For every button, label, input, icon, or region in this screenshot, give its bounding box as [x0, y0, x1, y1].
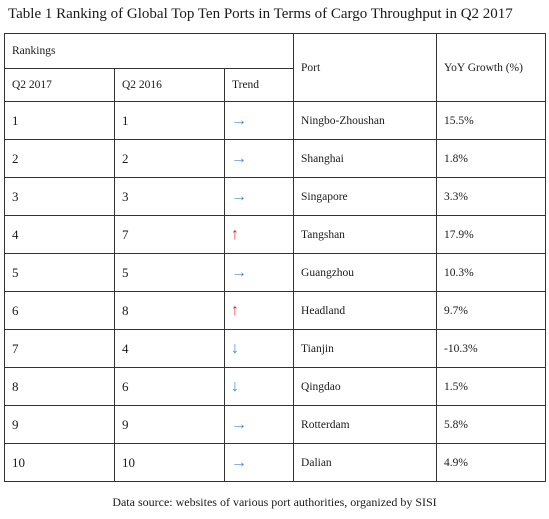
table-row: 4 7 ↑ Tangshan 17.9% [4, 215, 547, 254]
port-ranking-table: Rankings Port YoY Growth (%) Q2 2017 Q2 … [3, 33, 547, 482]
rank-2016-cell: 10 [114, 443, 225, 482]
port-name-cell: Headland [293, 291, 438, 330]
table-row: 7 4 ↓ Tianjin -10.3% [4, 329, 547, 368]
rank-2016-cell: 4 [114, 329, 225, 368]
table-row: 2 2 → Shanghai 1.8% [4, 139, 547, 178]
rank-2016-cell: 6 [114, 367, 225, 406]
trend-arrow-icon: → [223, 443, 295, 482]
rank-2017-cell: 2 [4, 139, 115, 178]
rank-2017-cell: 1 [4, 101, 115, 140]
port-header: Port [293, 33, 438, 102]
q2-2016-header: Q2 2016 [114, 68, 225, 102]
rank-2017-cell: 5 [4, 253, 115, 292]
yoy-growth-cell: 9.7% [436, 291, 547, 330]
rank-2016-cell: 3 [114, 177, 225, 216]
yoy-growth-cell: -10.3% [436, 329, 547, 368]
rank-2016-cell: 9 [114, 405, 225, 444]
yoy-growth-cell: 3.3% [436, 177, 547, 216]
trend-arrow-icon: → [223, 101, 295, 140]
table-title: Table 1 Ranking of Global Top Ten Ports … [8, 6, 513, 22]
trend-arrow-icon: ↓ [223, 367, 295, 406]
rank-2017-cell: 7 [4, 329, 115, 368]
q2-2017-header: Q2 2017 [4, 68, 115, 102]
trend-arrow-icon: → [223, 177, 295, 216]
port-name-cell: Guangzhou [293, 253, 438, 292]
rank-2017-cell: 9 [4, 405, 115, 444]
trend-arrow-icon: → [223, 405, 295, 444]
rank-2016-cell: 7 [114, 215, 225, 254]
trend-arrow-icon: → [223, 253, 295, 292]
rank-2017-cell: 4 [4, 215, 115, 254]
rank-2016-cell: 1 [114, 101, 225, 140]
port-name-cell: Shanghai [293, 139, 438, 178]
table-row: 5 5 → Guangzhou 10.3% [4, 253, 547, 292]
port-name-cell: Tianjin [293, 329, 438, 368]
rank-2017-cell: 10 [4, 443, 115, 482]
yoy-growth-cell: 1.5% [436, 367, 547, 406]
table-row: 1 1 → Ningbo-Zhoushan 15.5% [4, 101, 547, 140]
port-name-cell: Rotterdam [293, 405, 438, 444]
rank-2016-cell: 2 [114, 139, 225, 178]
port-name-cell: Dalian [293, 443, 438, 482]
table-row: 3 3 → Singapore 3.3% [4, 177, 547, 216]
header-row: Rankings Port YoY Growth (%) [3, 33, 547, 102]
rank-2016-cell: 8 [114, 291, 225, 330]
table-row: 10 10 → Dalian 4.9% [4, 443, 547, 482]
table-row: 6 8 ↑ Headland 9.7% [4, 291, 547, 330]
yoy-growth-cell: 5.8% [436, 405, 547, 444]
trend-arrow-icon: ↑ [223, 215, 295, 254]
rank-2017-cell: 8 [4, 367, 115, 406]
trend-arrow-icon: ↓ [223, 329, 295, 368]
table-row: 9 9 → Rotterdam 5.8% [4, 405, 547, 444]
yoy-growth-cell: 10.3% [436, 253, 547, 292]
port-name-cell: Ningbo-Zhoushan [293, 101, 438, 140]
yoy-growth-cell: 4.9% [436, 443, 547, 482]
yoy-header: YoY Growth (%) [436, 33, 547, 102]
trend-header: Trend [223, 68, 295, 102]
trend-arrow-icon: ↑ [223, 291, 295, 330]
rank-2017-cell: 3 [4, 177, 115, 216]
yoy-growth-cell: 1.8% [436, 139, 547, 178]
rankings-header: Rankings [3, 33, 295, 69]
port-name-cell: Tangshan [293, 215, 438, 254]
port-name-cell: Qingdao [293, 367, 438, 406]
data-source-note: Data source: websites of various port au… [112, 495, 437, 509]
rank-2016-cell: 5 [114, 253, 225, 292]
table-row: 8 6 ↓ Qingdao 1.5% [4, 367, 547, 406]
subheader-row: Q2 2017 Q2 2016 Trend [4, 68, 546, 102]
yoy-growth-cell: 17.9% [436, 215, 547, 254]
yoy-growth-cell: 15.5% [436, 101, 547, 140]
rank-2017-cell: 6 [4, 291, 115, 330]
port-name-cell: Singapore [293, 177, 438, 216]
trend-arrow-icon: → [223, 139, 295, 178]
